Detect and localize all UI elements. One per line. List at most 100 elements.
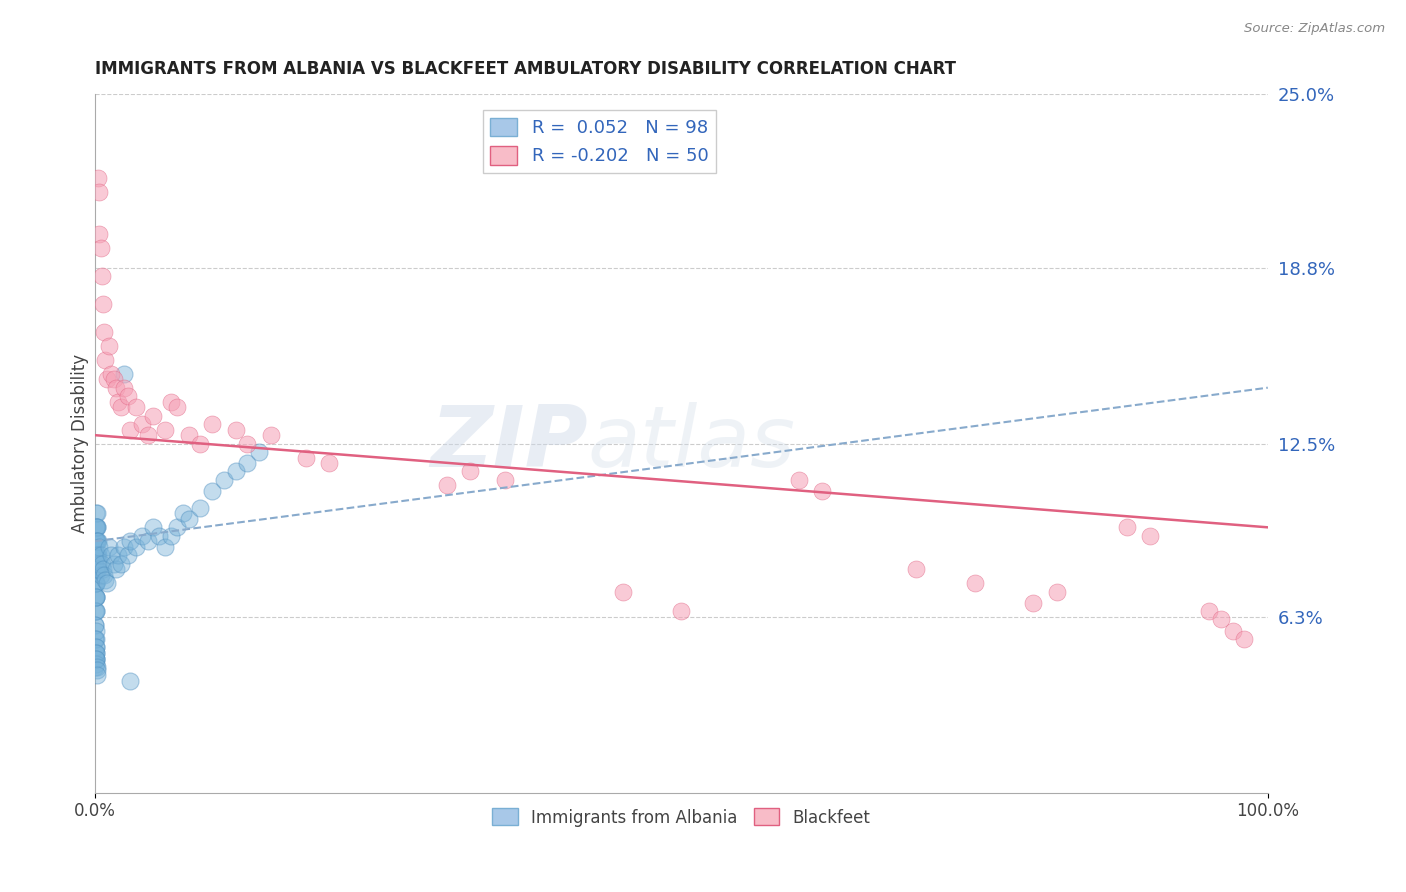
Point — [90, 548, 112, 562]
Point — [86, 520, 108, 534]
Point — [148, 529, 170, 543]
Point — [86, 660, 108, 674]
Point — [1222, 624, 1244, 638]
Point — [103, 372, 125, 386]
Point — [104, 381, 127, 395]
Point — [612, 584, 634, 599]
Point — [86, 668, 108, 682]
Point — [84, 618, 107, 632]
Text: atlas: atlas — [588, 402, 796, 485]
Point — [160, 394, 183, 409]
Point — [84, 562, 107, 576]
Point — [96, 372, 118, 386]
Point — [89, 227, 111, 241]
Point — [94, 574, 117, 588]
Point — [84, 590, 107, 604]
Point — [1022, 596, 1045, 610]
Point — [84, 646, 107, 660]
Point — [86, 646, 108, 660]
Point — [131, 417, 153, 431]
Point — [118, 534, 141, 549]
Point — [247, 445, 270, 459]
Point — [112, 367, 135, 381]
Point — [84, 604, 107, 618]
Point — [318, 456, 340, 470]
Point — [84, 507, 107, 521]
Point — [84, 534, 107, 549]
Point — [84, 651, 107, 665]
Point — [260, 428, 283, 442]
Point — [142, 520, 165, 534]
Point — [190, 500, 212, 515]
Point — [93, 325, 115, 339]
Point — [177, 428, 200, 442]
Point — [136, 428, 159, 442]
Point — [100, 548, 122, 562]
Point — [1198, 604, 1220, 618]
Point — [201, 483, 224, 498]
Point — [84, 651, 107, 665]
Point — [125, 401, 148, 415]
Point — [86, 548, 108, 562]
Point — [89, 185, 111, 199]
Point — [90, 557, 112, 571]
Point — [118, 673, 141, 688]
Point — [1209, 613, 1232, 627]
Point — [100, 367, 122, 381]
Point — [172, 507, 194, 521]
Point — [166, 520, 188, 534]
Point — [87, 562, 110, 576]
Point — [103, 557, 125, 571]
Point — [236, 456, 259, 470]
Point — [91, 297, 114, 311]
Point — [671, 604, 693, 618]
Point — [112, 381, 135, 395]
Point — [87, 534, 110, 549]
Point — [86, 520, 108, 534]
Point — [84, 576, 107, 591]
Point — [91, 562, 114, 576]
Point — [131, 529, 153, 543]
Point — [177, 512, 200, 526]
Point — [110, 557, 132, 571]
Legend: Immigrants from Albania, Blackfeet: Immigrants from Albania, Blackfeet — [486, 802, 877, 833]
Point — [166, 401, 188, 415]
Point — [90, 241, 112, 255]
Text: IMMIGRANTS FROM ALBANIA VS BLACKFEET AMBULATORY DISABILITY CORRELATION CHART: IMMIGRANTS FROM ALBANIA VS BLACKFEET AMB… — [94, 60, 956, 78]
Point — [84, 604, 107, 618]
Point — [212, 473, 235, 487]
Point — [225, 465, 247, 479]
Point — [110, 401, 132, 415]
Point — [84, 576, 107, 591]
Point — [84, 618, 107, 632]
Point — [201, 417, 224, 431]
Point — [87, 548, 110, 562]
Point — [84, 562, 107, 576]
Point — [84, 632, 107, 646]
Point — [458, 465, 481, 479]
Point — [1139, 529, 1161, 543]
Point — [86, 657, 108, 672]
Text: ZIP: ZIP — [430, 402, 588, 485]
Point — [89, 557, 111, 571]
Point — [1046, 584, 1069, 599]
Point — [90, 268, 112, 283]
Point — [93, 567, 115, 582]
Point — [117, 548, 139, 562]
Point — [494, 473, 516, 487]
Point — [97, 339, 120, 353]
Point — [84, 632, 107, 646]
Point — [86, 562, 108, 576]
Point — [86, 663, 108, 677]
Point — [153, 540, 176, 554]
Point — [153, 423, 176, 437]
Point — [236, 436, 259, 450]
Point — [963, 576, 986, 591]
Point — [90, 567, 112, 582]
Point — [84, 534, 107, 549]
Point — [84, 632, 107, 646]
Point — [142, 409, 165, 423]
Point — [84, 590, 107, 604]
Point — [112, 540, 135, 554]
Y-axis label: Ambulatory Disability: Ambulatory Disability — [72, 354, 89, 533]
